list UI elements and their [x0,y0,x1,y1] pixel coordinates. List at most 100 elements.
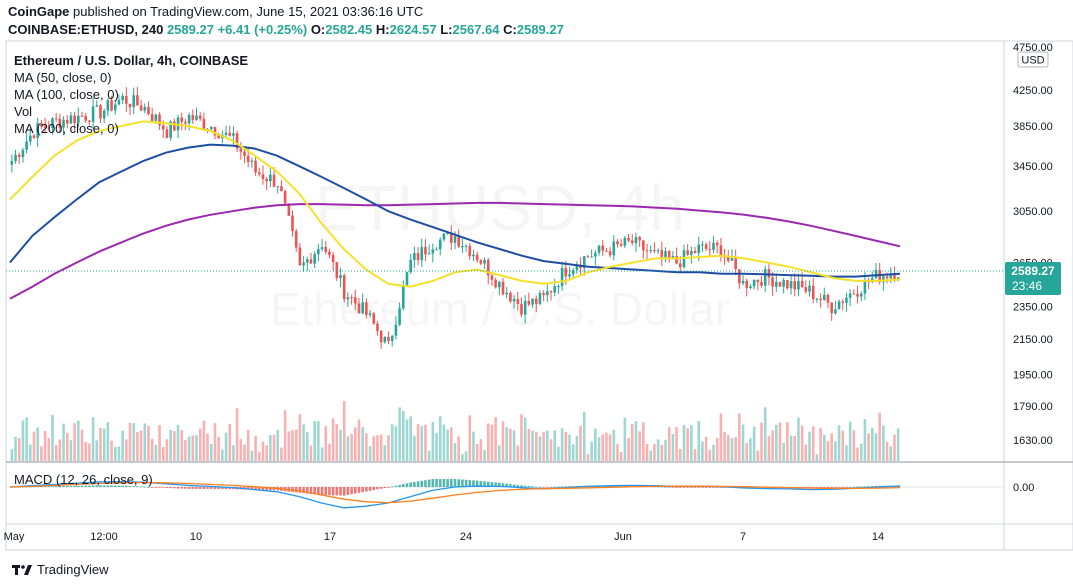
candle-body [257,172,261,175]
volume-bar [856,447,859,461]
candle-body [32,135,36,138]
macd-hist-bar [246,487,250,490]
low-label: L: [440,22,453,37]
macd-hist-bar [58,485,62,487]
volume-bar [819,427,822,461]
volume-bar [479,439,483,461]
macd-hist-bar [475,480,479,487]
volume-bar [36,427,39,461]
legend-ma200[interactable]: MA (200, close, 0) [14,121,119,136]
volume-bar [579,425,582,461]
volume-bar [217,436,220,461]
volume-bar [339,429,342,461]
volume-bar [206,433,209,461]
macd-hist-bar [269,487,272,491]
volume-bar [719,413,723,461]
macd-hist-bar [675,487,678,488]
macd-hist-bar [224,487,228,490]
candle-body [435,249,438,251]
volume-bar [77,420,80,461]
volume-bar [520,414,523,461]
macd-hist-bar [294,487,298,493]
legend-macd[interactable]: MACD (12, 26, close, 9) [14,472,153,487]
watermark-symbol: ETHUSD, 4h [315,172,685,244]
volume-bar [623,417,627,461]
macd-hist-bar [143,486,147,488]
volume-bar [682,425,686,461]
volume-bar [402,411,405,461]
volume-bar [387,435,390,461]
candle-body [542,292,545,296]
countdown-label: 23:46 [1012,279,1042,293]
macd-hist-bar [564,486,568,488]
macd-hist-bar [150,487,154,488]
volume-bar [113,446,117,461]
currency-box[interactable] [1017,51,1049,68]
volume-bar [147,425,150,461]
candle-body [815,298,819,300]
candle-body [819,298,822,301]
candle-body [331,254,335,263]
volume-bar [283,410,287,461]
candle-body [165,129,169,138]
time-axis[interactable]: May 12:00 10 17 24 Jun 7 14 [4,531,885,543]
price-axis[interactable]: 4750.004250.003850.003450.003050.002650.… [1013,42,1053,447]
candle-body [671,255,675,259]
macd-hist-bar [682,487,686,488]
legend-ma50[interactable]: MA (50, close, 0) [14,70,112,85]
macd-hist-bar [184,487,187,489]
volume-bar [675,427,678,461]
legend-ma100[interactable]: MA (100, close, 0) [14,87,119,102]
volume-bar [47,437,51,461]
candle-body [509,292,512,302]
candle-body [490,275,494,280]
tradingview-brand: TradingView [37,562,109,577]
candle-body [719,245,723,257]
macd-hist-bar [505,483,508,487]
volume-bar [62,423,65,461]
price-tick-label: 1790.00 [1013,401,1053,413]
macd-hist-bar [91,485,95,487]
candle-body [786,279,789,289]
volume-bar [136,432,139,461]
volume-bar [601,434,605,461]
macd-hist-bar [701,487,704,488]
candle-body [608,251,612,256]
candle-body [117,100,121,105]
macd-hist-bar [54,486,58,487]
candle-body [383,336,387,343]
volume-bar [243,444,246,461]
candle-body [597,245,601,253]
volume-bar [697,420,701,461]
candle-body [505,292,508,295]
legend-vol[interactable]: Vol [14,104,33,119]
publisher-name: CoinGape [8,4,70,19]
candle-body [619,244,623,246]
candle-body [413,253,416,260]
volume-bar [756,450,760,461]
candle-body [213,126,217,136]
volume-bar [516,445,520,461]
volume-bar [54,444,58,461]
volume-bar [475,444,479,461]
candle-body [856,293,859,297]
tradingview-footer[interactable]: TradingView [12,562,109,577]
macd-hist-bar [398,484,401,487]
macd-hist-bar [538,487,542,488]
volume-bar [509,428,512,461]
candle-body [128,103,132,108]
candle-body [180,117,184,122]
candle-body [653,250,656,252]
candle-body [612,241,616,256]
macd-hist-bar [77,485,80,487]
macd-hist-bar [257,487,261,490]
macd-hist-bar [387,487,390,488]
macd-hist-bar [298,487,302,493]
volume-bar [893,434,896,461]
macd-hist-bar [826,487,830,488]
price-tick-label: 3050.00 [1013,206,1053,218]
watermark-name: Ethereum / U.S. Dollar [270,283,730,335]
candle-body [701,244,704,246]
volume-bar [745,443,749,461]
